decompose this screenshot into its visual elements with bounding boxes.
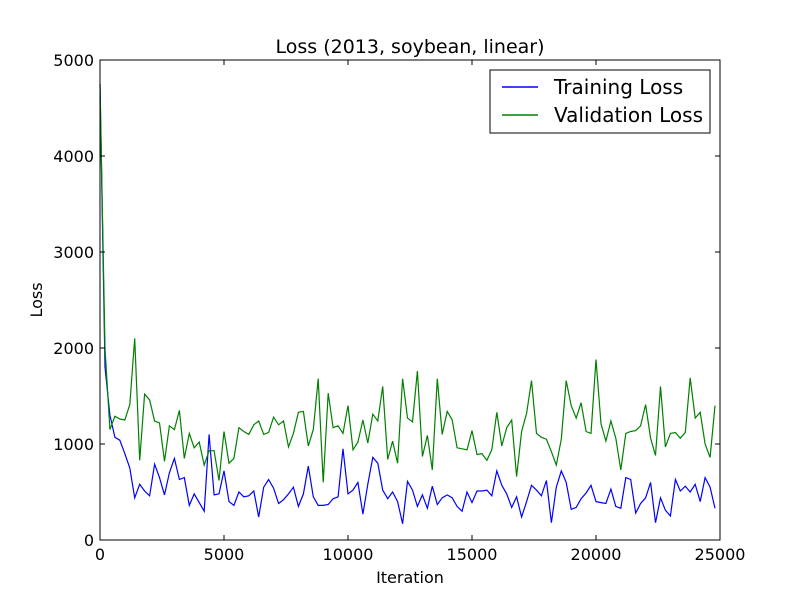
y-tick-label: 3000 — [53, 243, 94, 262]
y-tick-label: 1000 — [53, 435, 94, 454]
y-axis-label: Loss — [27, 282, 46, 317]
series-line-training-loss — [99, 83, 716, 524]
x-tick-label: 0 — [95, 545, 105, 564]
ticks: 0 5000 10000 15000 20000 25000 0 1000 2000 3000 40… — [53, 51, 745, 564]
x-tick-label: 20000 — [571, 545, 622, 564]
x-tick-label: 25000 — [695, 545, 746, 564]
series-lines — [99, 83, 716, 524]
y-tick-label: 5000 — [53, 51, 94, 70]
x-axis-label: Iteration — [376, 568, 444, 587]
plot-frame — [99, 59, 721, 541]
x-tick-label: 5000 — [204, 545, 245, 564]
legend: Training Loss Validation Loss — [489, 69, 711, 134]
x-tick-label: 10000 — [323, 545, 374, 564]
legend-entry: Validation Loss — [554, 103, 703, 127]
y-tick-label: 4000 — [53, 147, 94, 166]
legend-box — [489, 69, 711, 134]
series-line-validation-loss — [99, 83, 716, 483]
legend-entry: Training Loss — [553, 75, 683, 99]
y-tick-label: 0 — [84, 531, 94, 550]
chart-title: Loss (2013, soybean, linear) — [276, 36, 545, 58]
x-tick-label: 15000 — [447, 545, 498, 564]
y-tick-label: 2000 — [53, 339, 94, 358]
axes — [99, 59, 721, 541]
